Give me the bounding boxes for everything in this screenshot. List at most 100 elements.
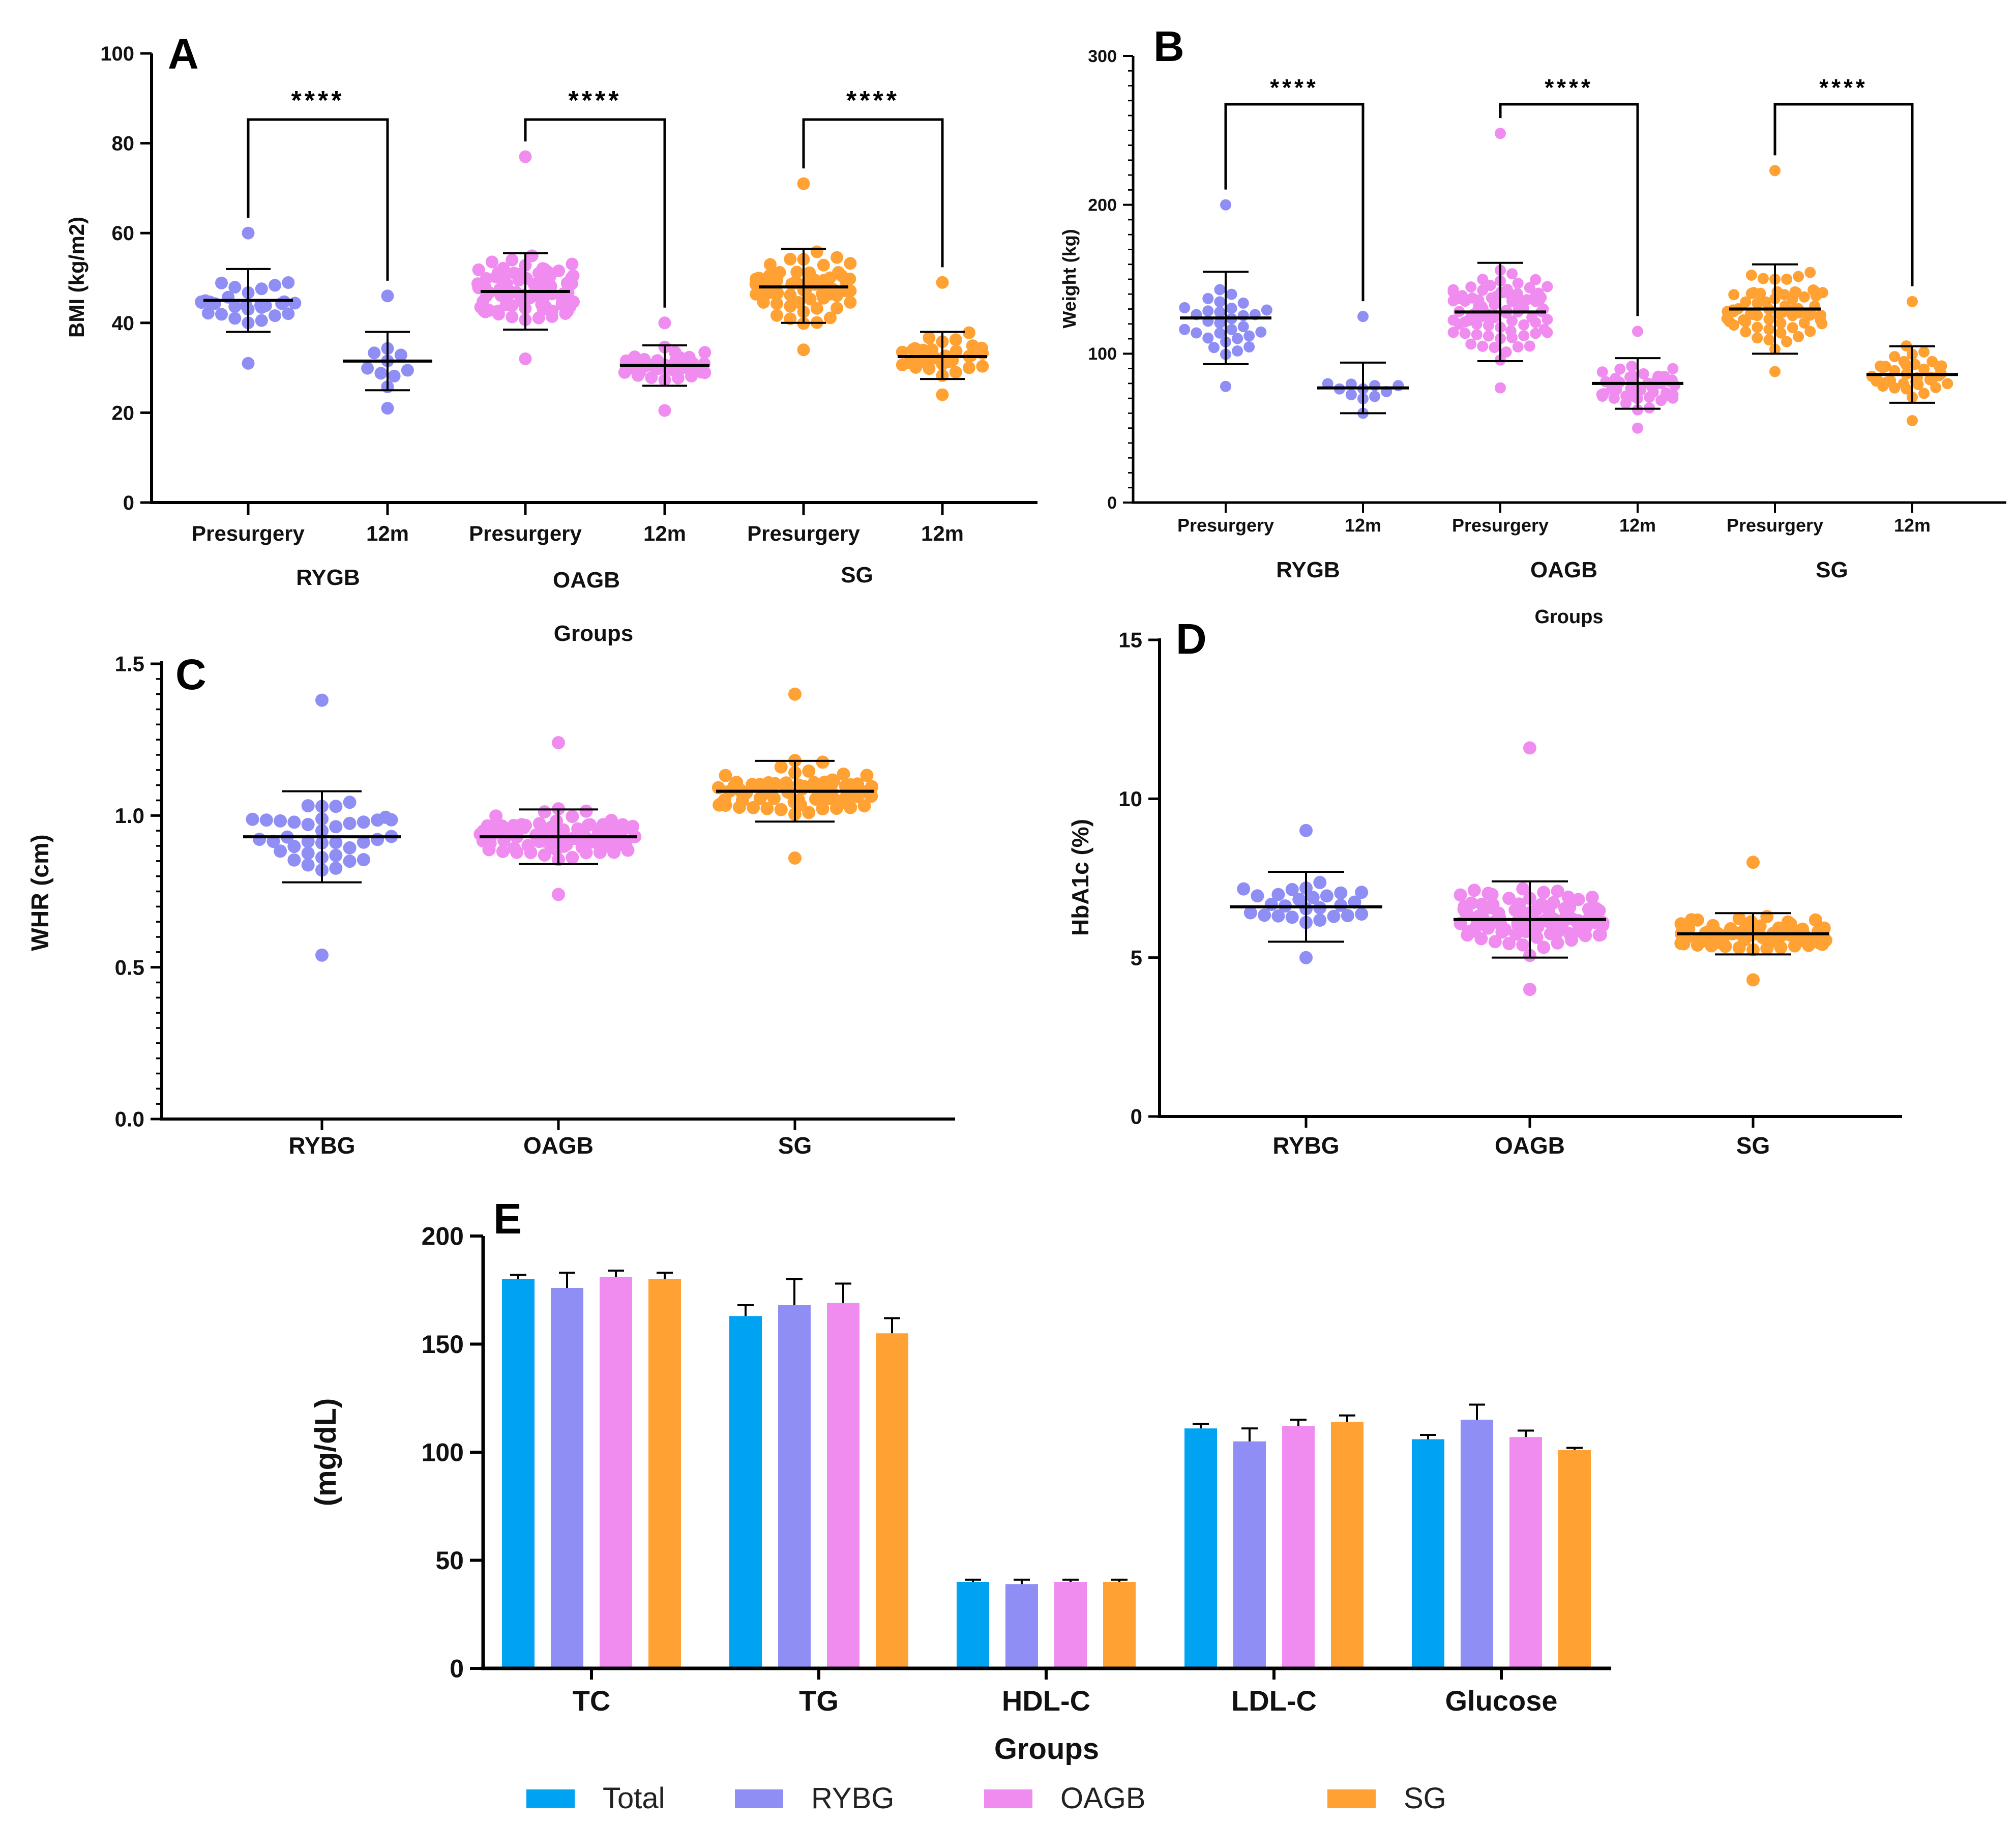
panel-d-x-tick-label: OAGB bbox=[1495, 1132, 1565, 1159]
panel-c-point bbox=[779, 776, 793, 790]
panel-b: B 0 100 200 300 **** **** **** Weight (kg) Pr… bbox=[1059, 22, 2006, 628]
panel-c-point bbox=[343, 816, 357, 830]
panel-a-x-tick-label: Presurgery bbox=[469, 521, 582, 545]
panel-a-point bbox=[254, 299, 267, 312]
panel-e-y-tick-label: 50 bbox=[435, 1546, 464, 1575]
panel-b-y-tick-label: 0 bbox=[1107, 493, 1117, 513]
panel-e-x-tick-label: TC bbox=[573, 1685, 611, 1717]
panel-a-point bbox=[269, 309, 281, 322]
panel-d-point bbox=[1475, 897, 1489, 911]
panel-c-point bbox=[774, 760, 788, 774]
panel-e-legend-swatch bbox=[735, 1789, 783, 1808]
panel-d-y-axis-title: HbA1c (%) bbox=[1067, 819, 1093, 936]
panel-a-point bbox=[770, 297, 783, 310]
panel-b-point bbox=[1220, 380, 1231, 392]
panel-d-point bbox=[1589, 901, 1603, 915]
panel-a-point bbox=[773, 266, 786, 279]
panel-b-group-label: OAGB bbox=[1530, 557, 1597, 582]
panel-d-point bbox=[1258, 908, 1271, 922]
panel-a-point bbox=[976, 360, 989, 373]
panel-d-point bbox=[1355, 907, 1369, 921]
panel-a-point bbox=[388, 369, 401, 383]
panel-b-point bbox=[1261, 304, 1272, 316]
panel-b-point bbox=[1775, 317, 1787, 329]
panel-d-point bbox=[1486, 898, 1500, 912]
panel-d-point bbox=[1292, 893, 1306, 906]
panel-b-point bbox=[1518, 319, 1530, 331]
panel-a-point bbox=[519, 150, 532, 163]
panel-b-point bbox=[1530, 274, 1541, 285]
panel-c-point bbox=[253, 833, 266, 846]
panel-d-point bbox=[1551, 885, 1564, 898]
panel-d-point bbox=[1585, 891, 1599, 904]
panel-e-x-tick-label: TG bbox=[799, 1685, 839, 1717]
panel-b-point bbox=[1804, 267, 1816, 278]
panel-b-point bbox=[1505, 325, 1517, 337]
panel-d-point bbox=[1313, 914, 1327, 927]
panel-e-y-tick-label: 0 bbox=[450, 1655, 464, 1683]
panel-c-point bbox=[496, 844, 510, 858]
panel-a-y-tick-label: 20 bbox=[112, 402, 135, 424]
panel-d-point bbox=[1502, 937, 1516, 950]
panel-c-point bbox=[816, 755, 829, 769]
panel-d-point bbox=[1732, 912, 1746, 925]
panel-a-point bbox=[519, 352, 532, 365]
panel-c-y-axis-title: WHR (cm) bbox=[27, 834, 54, 951]
panel-c-point bbox=[343, 855, 357, 868]
panel-b-point bbox=[1524, 282, 1535, 293]
panel-b-point bbox=[1652, 370, 1664, 382]
panel-c-point bbox=[851, 777, 864, 791]
panel-e-legend: Total RYBG OAGB SG bbox=[526, 1782, 1446, 1815]
panel-b-point bbox=[1898, 356, 1910, 367]
panel-b-x-tick-label: Presurgery bbox=[1727, 515, 1823, 536]
panel-b-point bbox=[1459, 328, 1471, 339]
panel-a-point bbox=[567, 269, 580, 282]
panel-a-point bbox=[824, 311, 837, 325]
panel-a-point bbox=[368, 346, 381, 360]
panel-a-point bbox=[288, 297, 302, 310]
panel-b-point bbox=[1798, 317, 1810, 329]
panel-a-point bbox=[963, 326, 975, 339]
panel-a-point bbox=[844, 257, 857, 270]
panel-b-point bbox=[1506, 268, 1518, 280]
panel-a-point bbox=[763, 258, 777, 271]
panel-b-point bbox=[1787, 322, 1798, 334]
panel-a-point bbox=[651, 354, 664, 367]
panel-e-y-axis-title: (mg/dL) bbox=[309, 1398, 342, 1507]
panel-d-point bbox=[1535, 898, 1549, 911]
panel-b-point bbox=[1781, 336, 1793, 347]
panel-c-point bbox=[301, 846, 315, 860]
panel-e-y-tick-label: 100 bbox=[422, 1438, 464, 1467]
panel-b-point bbox=[1775, 327, 1787, 339]
panel-b-point bbox=[1506, 315, 1518, 327]
panel-c: C 0.0 0.5 1.0 1.5 WHR (cm) RYBG OAGB SG bbox=[27, 651, 955, 1159]
panel-b-point bbox=[1632, 326, 1643, 337]
panel-d-y-tick-label: 15 bbox=[1118, 628, 1142, 652]
panel-c-point bbox=[788, 851, 802, 865]
panel-b-point bbox=[1866, 370, 1878, 382]
panel-b-point bbox=[1345, 389, 1357, 400]
panel-b-point bbox=[1518, 330, 1530, 341]
panel-c-point bbox=[538, 805, 551, 819]
panel-b-point bbox=[1237, 321, 1249, 333]
panel-b-point bbox=[1738, 314, 1749, 326]
panel-b-point bbox=[1745, 270, 1757, 281]
panel-b-point bbox=[1392, 380, 1404, 392]
panel-a-point bbox=[831, 251, 844, 264]
panel-a-point bbox=[228, 281, 242, 294]
panel-c-point bbox=[371, 833, 384, 846]
panel-d-point bbox=[1746, 973, 1760, 987]
panel-b-point bbox=[1907, 296, 1918, 307]
panel-c-y-tick-label: 0.5 bbox=[115, 955, 144, 979]
panel-b-point bbox=[1226, 303, 1237, 314]
panel-b-point bbox=[1477, 340, 1489, 352]
panel-b-point bbox=[1918, 388, 1930, 399]
panel-b-point bbox=[1214, 317, 1226, 329]
panel-d-point bbox=[1551, 936, 1564, 950]
panel-a-group-label: SG bbox=[841, 563, 873, 587]
panel-c-point bbox=[837, 768, 850, 781]
panel-a-point bbox=[789, 276, 802, 289]
panel-a-point bbox=[240, 299, 253, 312]
panel-e-legend-swatch bbox=[526, 1789, 575, 1808]
